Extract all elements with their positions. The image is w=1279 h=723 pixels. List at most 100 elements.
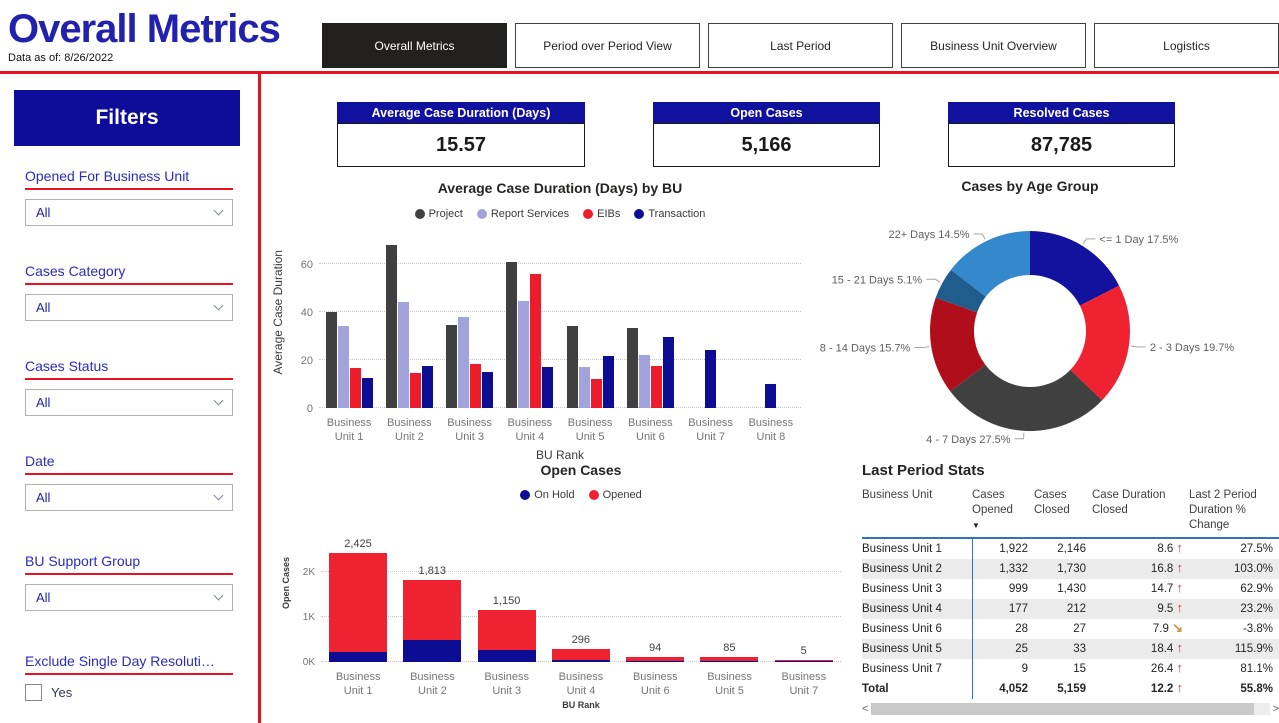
bar-report-services-business-unit-3[interactable] [458, 316, 470, 408]
bar-report-services-business-unit-6[interactable] [638, 355, 650, 408]
segment-on-hold[interactable] [477, 650, 536, 662]
nav-tab-period-over-period-view[interactable]: Period over Period View [515, 23, 700, 68]
bar-transaction-business-unit-1[interactable] [361, 378, 373, 408]
filter-dropdown-cases-category[interactable]: All [25, 294, 233, 321]
bar-transaction-business-unit-8[interactable] [765, 384, 777, 408]
dropdown-value: All [36, 300, 51, 315]
checkbox[interactable] [25, 684, 42, 701]
table-row[interactable]: Business Unit 3 999 1,430 14.7 ↑ 62.9% [862, 578, 1279, 599]
donut-slice-15-21-days[interactable] [935, 269, 986, 313]
segment-opened[interactable] [626, 657, 685, 661]
column-header-business-unit[interactable]: Business Unit [862, 486, 972, 539]
filter-dropdown-cases-status[interactable]: All [25, 389, 233, 416]
bar-eibs-business-unit-5[interactable] [590, 379, 602, 408]
bar-transaction-business-unit-7[interactable] [705, 350, 717, 408]
table-horizontal-scrollbar[interactable]: < > [862, 703, 1279, 716]
table-row[interactable]: Business Unit 1 1,922 2,146 8.6 ↑ 27.5% [862, 537, 1279, 559]
scroll-right-icon[interactable]: > [1272, 702, 1279, 715]
bar-transaction-business-unit-3[interactable] [482, 372, 494, 408]
column-header-last-2-period-duration-change[interactable]: Last 2 Period Duration % Change [1189, 486, 1279, 539]
segment-on-hold[interactable] [403, 639, 462, 662]
segment-opened[interactable] [700, 657, 759, 661]
bar-eibs-business-unit-6[interactable] [650, 366, 662, 408]
segment-opened[interactable] [403, 580, 462, 640]
nav-tab-last-period[interactable]: Last Period [708, 23, 893, 68]
bar-report-services-business-unit-2[interactable] [397, 302, 409, 408]
column-header-cases-closed[interactable]: Cases Closed [1034, 486, 1092, 539]
stacked-bar-business-unit-3[interactable]: 1,150 [477, 595, 536, 662]
donut-slice-4-7-days[interactable] [950, 364, 1103, 431]
scroll-left-icon[interactable]: < [862, 702, 869, 715]
table-body: Business Unit 1 1,922 2,146 8.6 ↑ 27.5% Busin… [862, 537, 1279, 699]
filter-label: Date [25, 453, 233, 475]
filter-dropdown-opened-for-business-unit[interactable]: All [25, 199, 233, 226]
segment-opened[interactable] [477, 610, 536, 651]
segment-on-hold[interactable] [700, 661, 759, 662]
segment-on-hold[interactable] [774, 661, 833, 662]
stacked-bar-business-unit-5[interactable]: 85 [700, 642, 759, 662]
bar-report-services-business-unit-1[interactable] [337, 326, 349, 408]
legend-dot [588, 490, 599, 500]
stacked-bar-business-unit-7[interactable]: 5 [774, 645, 833, 662]
table-row[interactable]: Business Unit 6 28 27 7.9 ↘ -3.8% [862, 618, 1279, 639]
segment-opened[interactable] [774, 660, 833, 661]
table-total-row[interactable]: Total 4,052 5,159 12.2 ↑ 55.8% [862, 678, 1279, 699]
segment-opened[interactable] [551, 648, 610, 660]
segment-on-hold[interactable] [329, 651, 387, 662]
stacked-bar-business-unit-6[interactable]: 94 [626, 642, 685, 662]
filter-dropdown-bu-support-group[interactable]: All [25, 584, 233, 611]
bar-transaction-business-unit-4[interactable] [542, 367, 554, 408]
donut-slice-1-day[interactable] [1030, 231, 1120, 306]
legend-item-on-hold[interactable]: On Hold [520, 489, 575, 501]
nav-tab-overall-metrics[interactable]: Overall Metrics [322, 23, 507, 68]
donut-slice-22-days[interactable] [950, 231, 1030, 297]
bar-project-business-unit-2[interactable] [385, 244, 397, 408]
filter-dropdown-date[interactable]: All [25, 484, 233, 511]
bar-transaction-business-unit-6[interactable] [662, 337, 674, 408]
bar-report-services-business-unit-5[interactable] [578, 367, 590, 408]
legend-item-report-services[interactable]: Report Services [476, 208, 569, 220]
trend-up-icon: ↑ [1176, 600, 1184, 616]
trend-up-icon: ↑ [1176, 660, 1184, 676]
stacked-bar-business-unit-1[interactable]: 2,425 [329, 538, 387, 662]
bar-project-business-unit-6[interactable] [626, 327, 638, 408]
bar-project-business-unit-4[interactable] [506, 261, 518, 408]
column-header-case-duration-closed[interactable]: Case Duration Closed [1092, 486, 1189, 539]
stacked-bar-business-unit-4[interactable]: 296 [551, 634, 610, 662]
bar-report-services-business-unit-4[interactable] [518, 301, 530, 408]
bar-transaction-business-unit-5[interactable] [602, 356, 614, 408]
legend-item-opened[interactable]: Opened [588, 489, 642, 501]
scrollbar-track[interactable] [871, 703, 1270, 716]
table-row[interactable]: Business Unit 5 25 33 18.4 ↑ 115.9% [862, 638, 1279, 659]
x-axis-label: Business Unit 1 [326, 417, 372, 444]
donut-slice-2-3-days[interactable] [1070, 285, 1130, 401]
table-row[interactable]: Business Unit 2 1,332 1,730 16.8 ↑ 103.0% [862, 558, 1279, 579]
cell-business-unit: Business Unit 3 [862, 578, 973, 599]
bar-eibs-business-unit-1[interactable] [349, 368, 361, 408]
legend-label: On Hold [534, 489, 575, 501]
bar-eibs-business-unit-3[interactable] [470, 363, 482, 408]
bar-eibs-business-unit-2[interactable] [409, 373, 421, 408]
bar-transaction-business-unit-2[interactable] [421, 366, 433, 408]
sort-descending-icon[interactable]: ▼ [972, 520, 980, 530]
segment-on-hold[interactable] [626, 661, 685, 662]
bar-project-business-unit-3[interactable] [446, 325, 458, 408]
donut-slice-8-14-days[interactable] [930, 297, 986, 392]
legend-item-project[interactable]: Project [414, 208, 463, 220]
filter-group-exclude-single-day-resoluti: Exclude Single Day Resoluti… Yes [25, 653, 233, 701]
legend-item-transaction[interactable]: Transaction [634, 208, 705, 220]
nav-tab-business-unit-overview[interactable]: Business Unit Overview [901, 23, 1086, 68]
trend-up-icon: ↑ [1176, 680, 1184, 696]
stacked-bar-business-unit-2[interactable]: 1,813 [403, 565, 462, 662]
bar-eibs-business-unit-4[interactable] [530, 273, 542, 408]
bar-project-business-unit-1[interactable] [325, 312, 337, 408]
segment-opened[interactable] [329, 552, 387, 652]
legend-item-eibs[interactable]: EIBs [583, 208, 620, 220]
column-header-cases-opened[interactable]: Cases Opened ▼ [972, 486, 1034, 539]
bar-project-business-unit-5[interactable] [566, 326, 578, 408]
table-row[interactable]: Business Unit 4 177 212 9.5 ↑ 23.2% [862, 598, 1279, 619]
table-row[interactable]: Business Unit 7 9 15 26.4 ↑ 81.1% [862, 658, 1279, 679]
nav-tab-logistics[interactable]: Logistics [1094, 23, 1279, 68]
scrollbar-thumb[interactable] [871, 703, 1254, 716]
segment-on-hold[interactable] [551, 659, 610, 662]
